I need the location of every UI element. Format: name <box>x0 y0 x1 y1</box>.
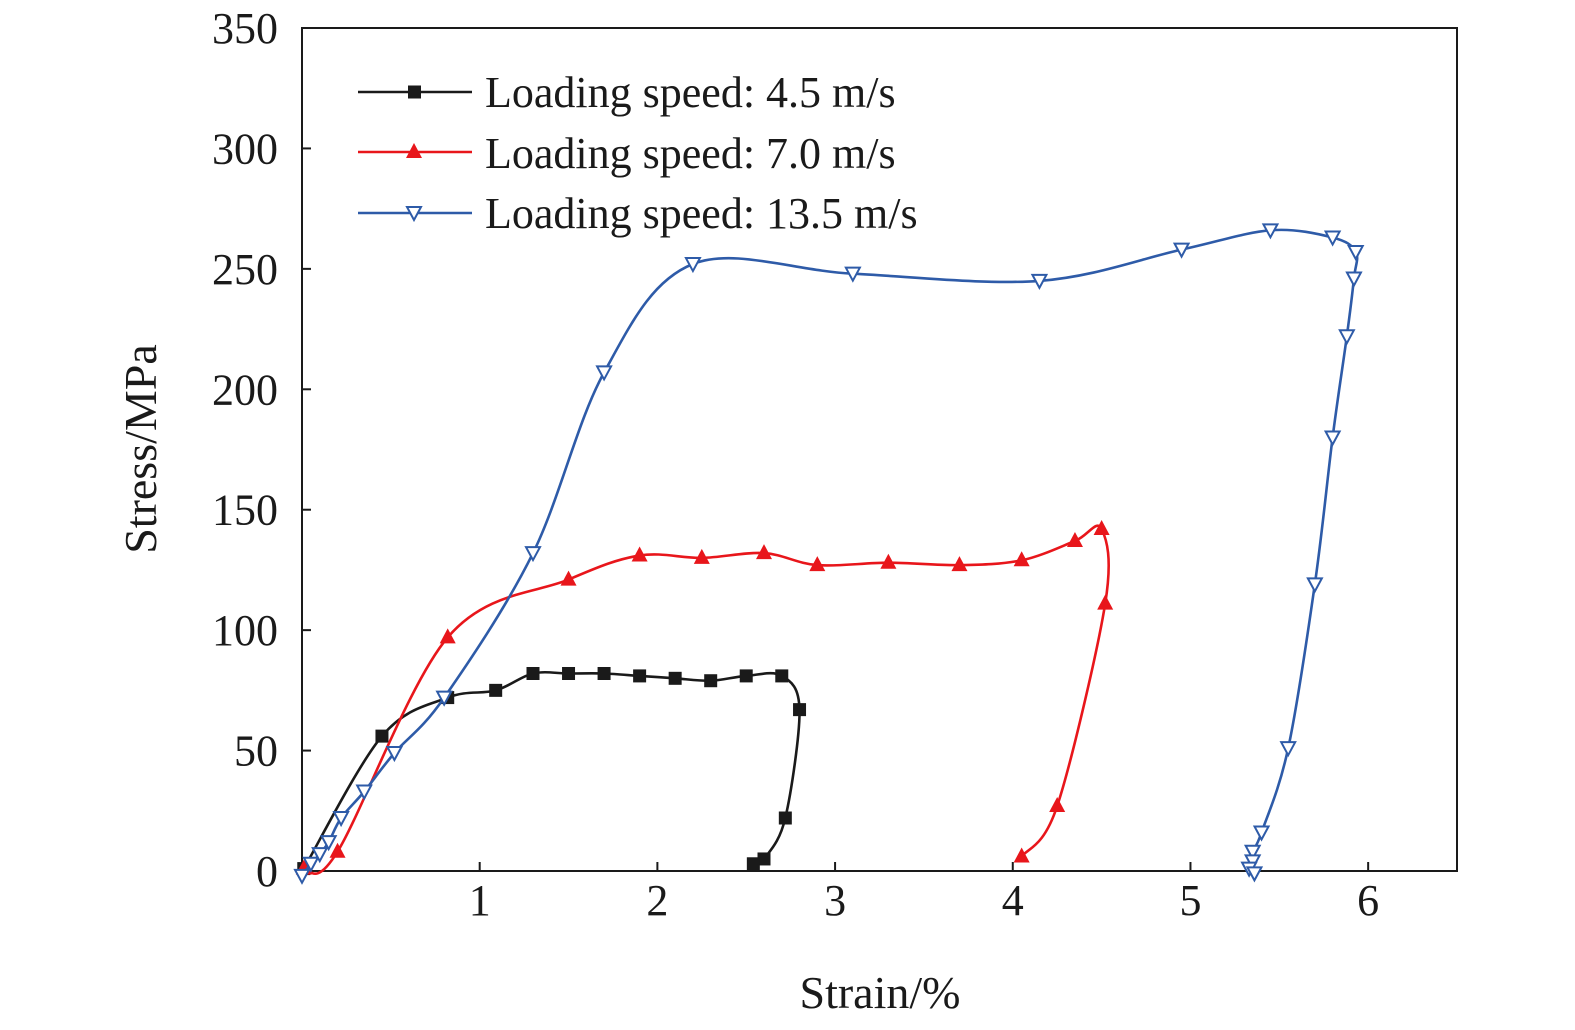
legend: Loading speed: 4.5 m/s Loading speed: 7.… <box>358 68 918 238</box>
data-point <box>329 842 346 858</box>
x-tick-label: 3 <box>824 876 846 925</box>
legend-label-4-5: Loading speed: 4.5 m/s <box>485 68 896 117</box>
x-tick-label: 2 <box>646 876 668 925</box>
data-point <box>355 784 373 801</box>
data-point <box>1097 594 1114 610</box>
legend-marker-triangle-down <box>405 206 423 223</box>
series-2 <box>295 519 1114 875</box>
data-point <box>302 856 320 873</box>
data-point <box>1338 329 1356 346</box>
data-point <box>880 553 897 569</box>
data-point <box>793 703 807 717</box>
data-point <box>668 671 682 685</box>
y-axis-title: Stress/MPa <box>115 344 166 554</box>
y-tick-label: 250 <box>212 245 278 294</box>
data-point <box>1066 532 1083 548</box>
data-point <box>1347 244 1365 262</box>
data-point <box>693 548 710 564</box>
y-tick-label: 0 <box>256 847 278 896</box>
data-point <box>1261 223 1280 240</box>
data-point <box>633 669 647 683</box>
legend-entry-7-0: Loading speed: 7.0 m/s <box>358 129 896 178</box>
data-point <box>562 666 576 680</box>
data-point <box>1243 844 1262 861</box>
data-point <box>595 365 613 382</box>
data-point <box>631 546 648 562</box>
series-line <box>300 228 1359 877</box>
data-point <box>1306 577 1324 594</box>
legend-marker-triangle-up <box>406 143 422 158</box>
x-tick-label: 6 <box>1357 876 1379 925</box>
data-point <box>526 666 540 680</box>
series-line <box>302 670 801 870</box>
x-axis-title: Strain/% <box>800 967 961 1018</box>
y-axis-ticks: 0 50 100 150 200 250 300 350 <box>212 4 311 896</box>
y-tick-label: 300 <box>212 124 278 173</box>
data-point <box>385 745 404 763</box>
data-point <box>1323 230 1342 247</box>
data-point <box>746 857 760 871</box>
data-point <box>739 669 753 683</box>
data-point <box>1345 271 1363 288</box>
data-point <box>293 868 311 885</box>
data-point <box>524 546 542 563</box>
legend-label-7-0: Loading speed: 7.0 m/s <box>485 129 896 178</box>
data-point <box>775 669 789 683</box>
y-tick-label: 50 <box>234 727 278 776</box>
data-point <box>560 570 577 586</box>
x-tick-label: 5 <box>1179 876 1201 925</box>
data-point <box>756 544 772 560</box>
data-point <box>684 257 702 274</box>
data-point <box>319 835 338 852</box>
y-tick-label: 350 <box>212 4 278 53</box>
data-point <box>809 556 826 572</box>
series-layer <box>293 223 1365 885</box>
y-tick-label: 200 <box>212 365 278 414</box>
legend-entry-13-5: Loading speed: 13.5 m/s <box>358 189 918 238</box>
data-point <box>1323 430 1342 447</box>
data-point <box>778 811 792 825</box>
data-point <box>1172 242 1191 259</box>
data-point <box>439 628 456 644</box>
data-point <box>489 683 503 697</box>
data-point <box>311 847 329 864</box>
data-point <box>951 556 968 572</box>
series-1 <box>297 666 807 876</box>
y-tick-label: 100 <box>212 606 278 655</box>
y-tick-label: 150 <box>212 486 278 535</box>
data-point <box>1252 825 1271 842</box>
data-point <box>757 852 771 866</box>
data-point <box>1013 847 1030 863</box>
data-point <box>1279 741 1297 758</box>
data-point <box>1093 519 1110 535</box>
data-point <box>1030 273 1049 291</box>
data-point <box>435 690 453 707</box>
legend-entry-4-5: Loading speed: 4.5 m/s <box>358 68 896 117</box>
data-point <box>844 266 862 283</box>
data-point <box>375 729 389 743</box>
data-point <box>704 674 718 688</box>
legend-label-13-5: Loading speed: 13.5 m/s <box>485 189 918 238</box>
data-point <box>332 811 350 828</box>
data-point <box>1245 866 1264 883</box>
series-3 <box>293 223 1365 885</box>
x-tick-label: 1 <box>469 876 491 925</box>
series-line <box>303 524 1110 875</box>
x-axis-ticks: 1 2 3 4 5 6 <box>469 862 1379 925</box>
data-point <box>597 666 611 680</box>
data-point <box>1013 551 1030 567</box>
legend-marker-square <box>408 85 421 99</box>
x-tick-label: 4 <box>1002 876 1024 925</box>
plot-area-frame <box>301 27 1458 872</box>
data-point <box>1049 796 1066 812</box>
